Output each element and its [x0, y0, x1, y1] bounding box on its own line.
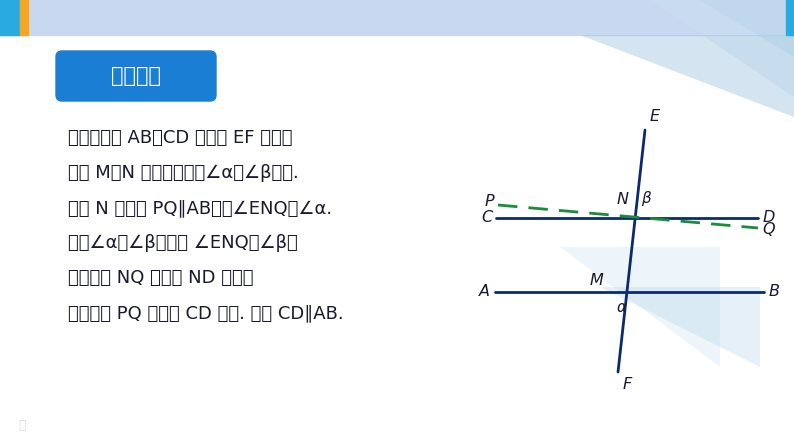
Text: C: C	[481, 211, 492, 225]
Text: N: N	[617, 192, 629, 207]
Text: 交于 M，N 两点，同位角∠α与∠β相等.: 交于 M，N 两点，同位角∠α与∠β相等.	[68, 164, 299, 182]
Text: D: D	[763, 211, 776, 225]
Bar	[0, 0, 20, 35]
Text: α: α	[617, 300, 627, 315]
Text: E: E	[650, 109, 660, 124]
Text: Q: Q	[762, 223, 775, 237]
Text: 如图，直线 AB，CD 被直线 EF 所截，: 如图，直线 AB，CD 被直线 EF 所截，	[68, 129, 292, 147]
Text: 由于∠α＝∠β，因此 ∠ENQ＝∠β，: 由于∠α＝∠β，因此 ∠ENQ＝∠β，	[68, 234, 298, 252]
Bar	[786, 0, 794, 35]
Polygon shape	[560, 247, 720, 367]
Text: P: P	[484, 194, 494, 208]
Polygon shape	[650, 0, 794, 97]
FancyBboxPatch shape	[56, 51, 216, 101]
Text: F: F	[623, 377, 632, 392]
Polygon shape	[700, 0, 794, 57]
Text: 过点 N 作直线 PQ∥AB，则∠ENQ＝∠α.: 过点 N 作直线 PQ∥AB，则∠ENQ＝∠α.	[68, 199, 332, 217]
Polygon shape	[600, 287, 760, 367]
Text: 从而射线 NQ 与射线 ND 重合，: 从而射线 NQ 与射线 ND 重合，	[68, 269, 253, 287]
Text: A: A	[479, 284, 490, 299]
Text: 证明结论: 证明结论	[111, 66, 161, 86]
Bar	[0, 0, 794, 35]
Text: M: M	[589, 273, 603, 288]
Text: β: β	[641, 191, 651, 206]
Bar	[20, 0, 28, 35]
Text: 于是直线 PQ 与直线 CD 重合. 因此 CD∥AB.: 于是直线 PQ 与直线 CD 重合. 因此 CD∥AB.	[68, 304, 344, 322]
Text: 为: 为	[18, 419, 25, 432]
Text: B: B	[769, 284, 780, 299]
Polygon shape	[580, 35, 794, 117]
